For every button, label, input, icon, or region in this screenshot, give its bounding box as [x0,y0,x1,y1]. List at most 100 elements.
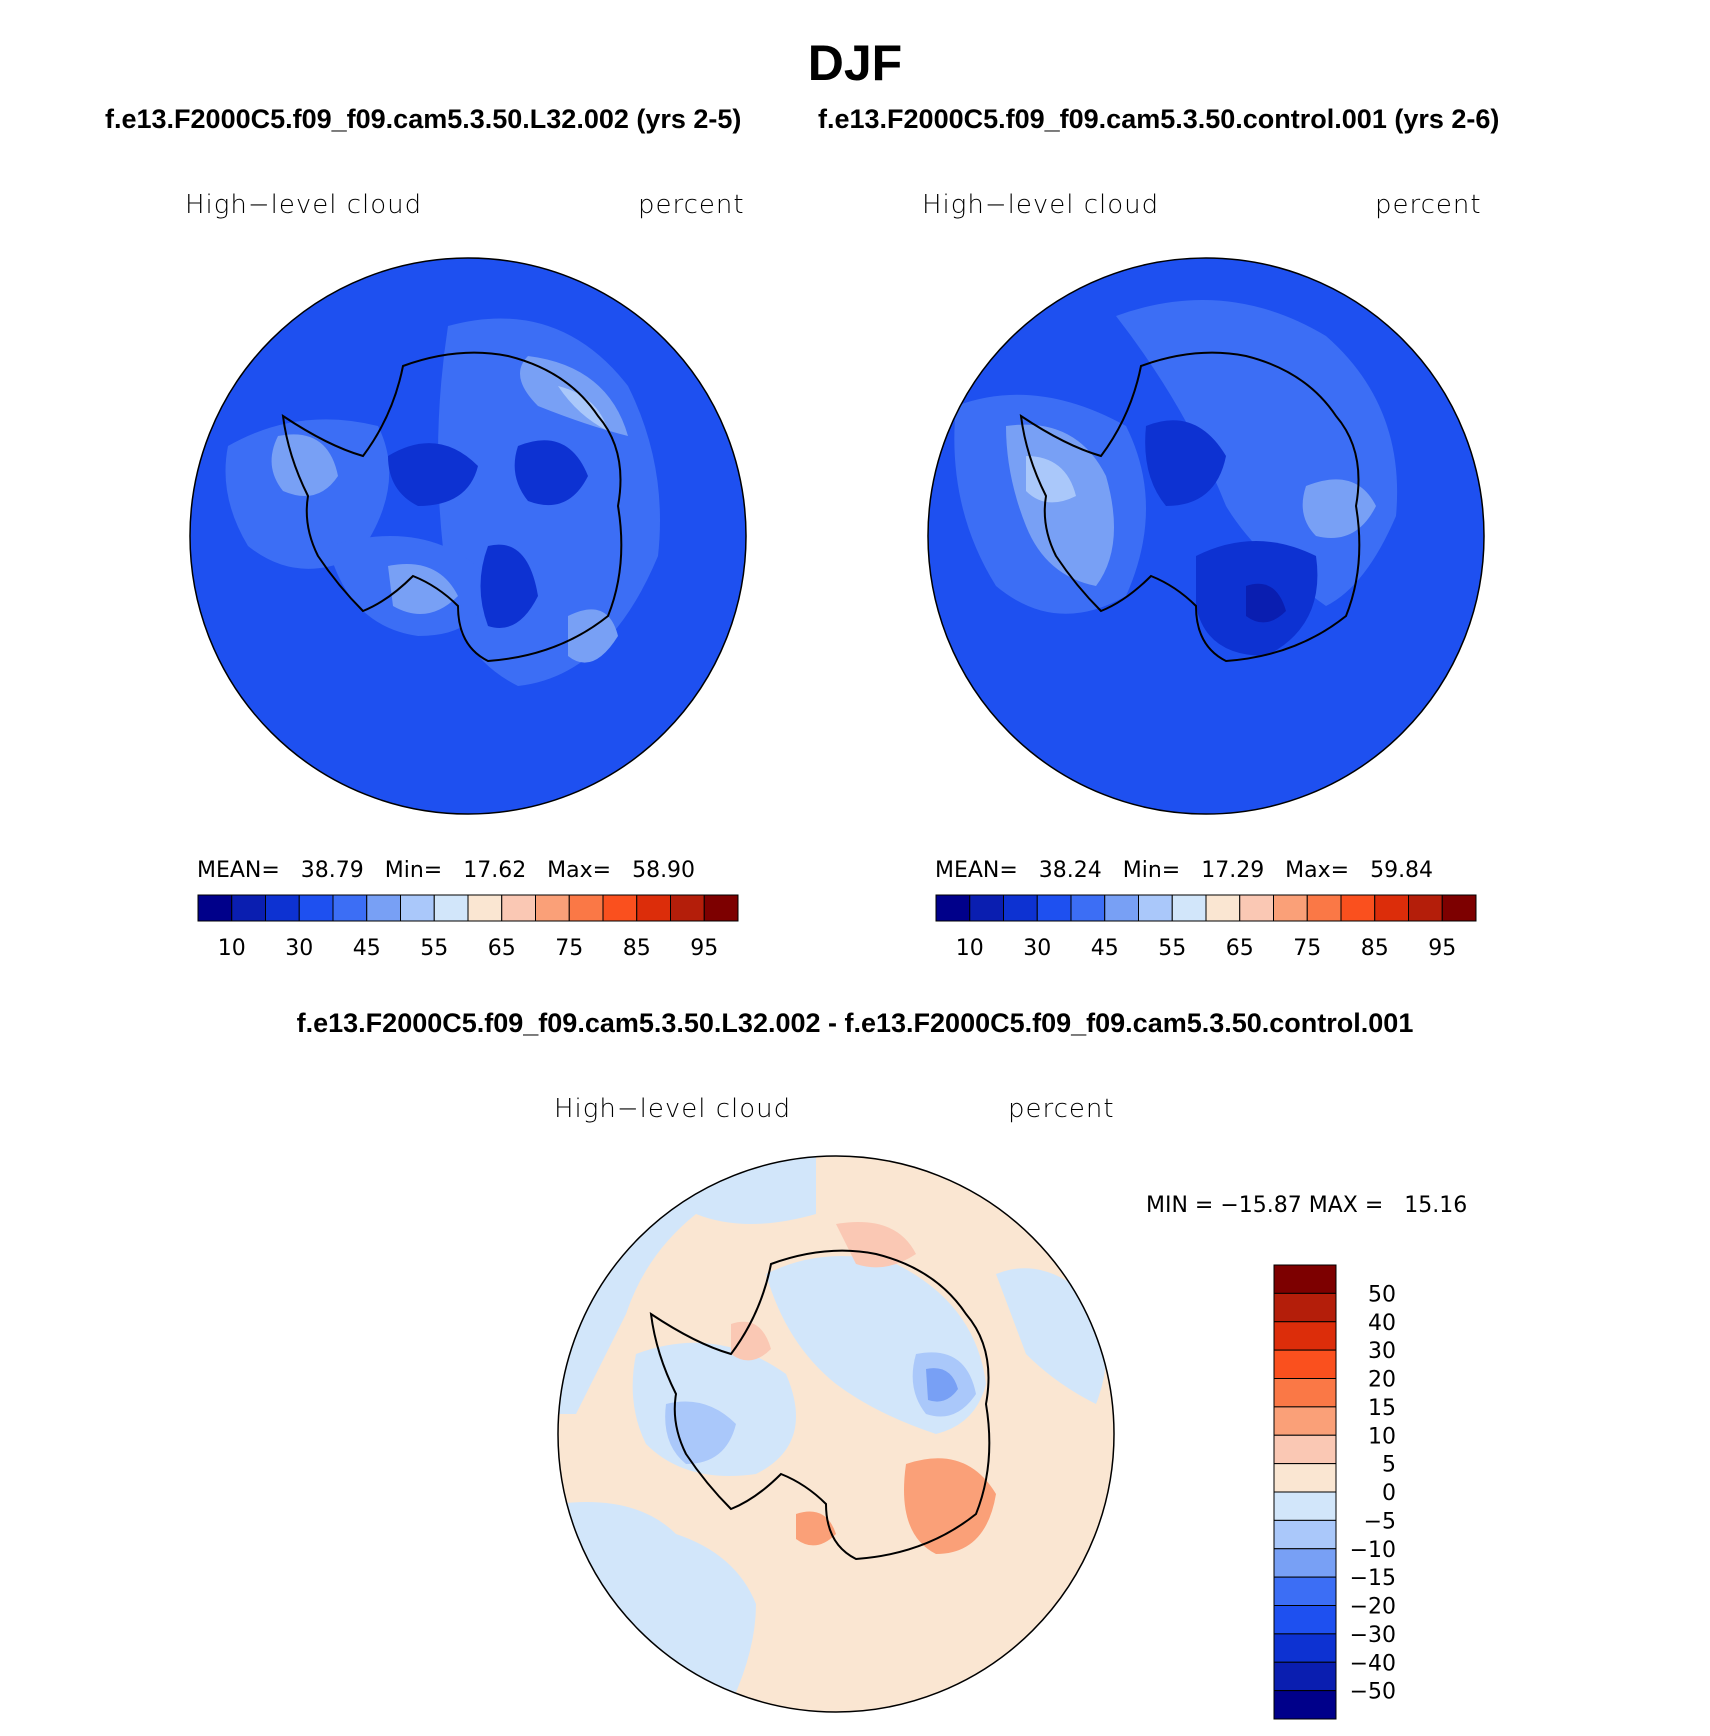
colorbar-tick-label: −40 [1350,1651,1396,1676]
colorbar-swatch [1273,1548,1337,1578]
colorbar-swatch [602,894,638,922]
colorbar-swatch [1374,894,1409,922]
colorbar-tick-label: −10 [1350,1538,1396,1563]
contour-region [731,1321,771,1361]
colorbar-swatch [703,894,739,922]
colorbar-swatch [1273,1349,1337,1379]
colorbar-tick-label: 45 [1091,936,1119,961]
colorbar-swatch [969,894,1004,922]
colorbar-tick-label: 85 [623,936,651,961]
panel1-units-label: percent [638,190,745,220]
colorbar-swatch [1205,894,1241,922]
colorbar-tick-label: 95 [690,936,718,961]
colorbar-tick-label: 55 [420,936,448,961]
contour-region [1026,456,1076,503]
colorbar-swatch [197,894,233,922]
colorbar-tick-label: 45 [353,936,381,961]
panel1-case-title: f.e13.F2000C5.f09_f09.cam5.3.50.L32.002 … [105,104,742,134]
colorbar-swatch [1104,894,1139,922]
contour-region [568,609,618,663]
colorbar-tick-label: 5 [1382,1453,1396,1478]
colorbar-swatch [231,894,266,922]
panel2-colorbar: 10 30 45 55 65 75 85 95 [935,894,1477,961]
map-border [189,257,747,815]
diff-field-label: High−level cloud [554,1094,792,1124]
colorbar-swatch [1408,894,1443,922]
colorbar-tick-label: 10 [956,936,984,961]
colorbar-swatch [1273,1633,1337,1663]
contour-region [836,1222,916,1268]
contour-region [1145,420,1226,506]
colorbar-swatch [1171,894,1207,922]
colorbar-tick-label: 15 [1368,1396,1396,1421]
colorbar-swatch [1036,894,1072,922]
colorbar-tick-label: 75 [1293,936,1321,961]
colorbar-swatch [1273,1605,1337,1635]
colorbar-tick-label: 40 [1368,1311,1396,1336]
colorbar-swatch [1239,894,1274,922]
contour-region [514,440,588,506]
contour-region [388,564,458,614]
contour-region [926,1368,958,1402]
colorbar-tick-label: −50 [1350,1680,1396,1705]
panel1-field-label: High−level cloud [185,190,423,220]
colorbar-swatch [1003,894,1038,922]
colorbar-tick-label: 10 [1368,1424,1396,1449]
colorbar-tick-label: 75 [555,936,583,961]
colorbar-tick-label: −15 [1350,1566,1396,1591]
colorbar-tick-label: 0 [1382,1481,1396,1506]
colorbar-swatch [1306,894,1342,922]
map-border [927,257,1485,815]
colorbar-tick-label: 30 [285,936,313,961]
colorbar-swatch [1273,1321,1337,1351]
diff-stats: MIN = −15.87 MAX = 15.16 [1146,1193,1468,1218]
colorbar-swatch [1273,1434,1337,1465]
colorbar-tick-label: 30 [1023,936,1051,961]
colorbar-swatch [1273,1406,1337,1436]
diff-map [557,1155,1115,1713]
colorbar-swatch [1273,1690,1337,1720]
antarctica-coastline [1019,351,1361,663]
colorbar-swatch [1273,1292,1337,1323]
panel2-field-label: High−level cloud [922,190,1160,220]
colorbar-tick-label: −30 [1350,1623,1396,1648]
colorbar-tick-label: 95 [1428,936,1456,961]
main-title: DJF [807,35,903,91]
contour-region [388,443,478,506]
colorbar-tick-label: 30 [1368,1339,1396,1364]
contour-region [904,1458,996,1554]
map-border [557,1155,1115,1713]
colorbar-swatch [265,894,300,922]
colorbar-swatch [1273,1576,1337,1606]
panel1-stats: MEAN= 38.79 Min= 17.62 Max= 58.90 [197,858,696,883]
colorbar-swatch [1273,1264,1337,1294]
colorbar-tick-label: −5 [1364,1509,1396,1534]
colorbar-swatch [501,894,536,922]
colorbar-swatch [1273,1378,1337,1408]
colorbar-tick-label: 65 [488,936,516,961]
panel2-stats: MEAN= 38.24 Min= 17.29 Max= 59.84 [935,858,1434,883]
colorbar-swatch [1441,894,1477,922]
colorbar-tick-label: 10 [218,936,246,961]
colorbar-tick-label: 50 [1368,1282,1396,1307]
contour-region [1246,583,1286,623]
colorbar-swatch [535,894,570,922]
contour-region [796,1511,836,1546]
antarctica-coastline [649,1249,991,1561]
colorbar-swatch [1070,894,1106,922]
colorbar-swatch [670,894,705,922]
panel1-colorbar: 10 30 45 55 65 75 85 95 [197,894,739,961]
contour-region [996,1268,1106,1404]
colorbar-swatch [1273,1491,1337,1521]
colorbar-swatch [1138,894,1173,922]
colorbar-swatch [1273,894,1308,922]
panel2-map [927,257,1485,815]
colorbar-swatch [433,894,469,922]
colorbar-swatch [1273,1661,1337,1692]
colorbar-swatch [636,894,671,922]
colorbar-swatch [568,894,604,922]
colorbar-swatch [1340,894,1376,922]
antarctica-coastline [281,351,623,663]
colorbar-tick-label: −20 [1350,1595,1396,1620]
